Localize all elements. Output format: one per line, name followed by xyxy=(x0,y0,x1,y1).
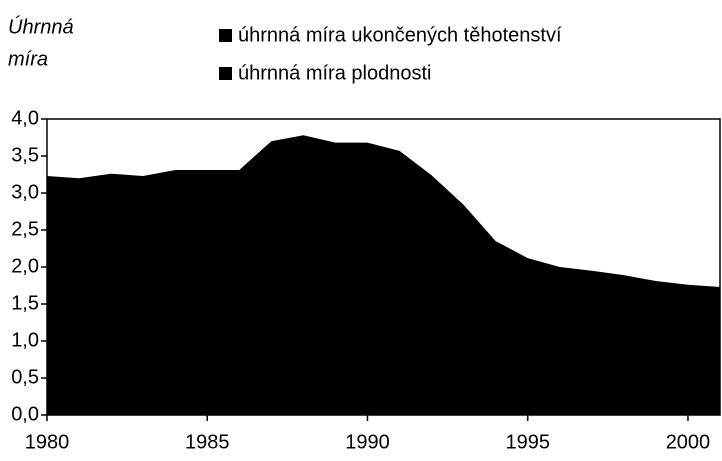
y-axis-title: Úhrnná xyxy=(8,15,74,38)
y-tick-label: 2,0 xyxy=(11,255,39,277)
legend-label: úhrnná míra plodnosti xyxy=(238,62,431,84)
x-tick-label: 2000 xyxy=(666,431,711,453)
area xyxy=(47,135,720,415)
x-tick-label: 1990 xyxy=(345,431,390,453)
x-tick-label: 1980 xyxy=(25,431,70,453)
y-tick-label: 2,5 xyxy=(11,218,39,240)
y-tick-label: 0,5 xyxy=(11,366,39,388)
x-tick-label: 1985 xyxy=(185,431,230,453)
y-tick-label: 4,0 xyxy=(11,107,39,129)
legend-swatch xyxy=(219,29,232,42)
y-tick-label: 3,0 xyxy=(11,181,39,203)
x-tick-label: 1995 xyxy=(505,431,550,453)
legend-swatch xyxy=(219,67,232,80)
y-tick-label: 0,0 xyxy=(11,403,39,425)
y-tick-label: 1,0 xyxy=(11,329,39,351)
y-tick-label: 1,5 xyxy=(11,292,39,314)
y-axis-title: míra xyxy=(8,48,48,70)
legend-label: úhrnná míra ukončených těhotenství xyxy=(238,24,562,46)
y-tick-label: 3,5 xyxy=(11,144,39,166)
